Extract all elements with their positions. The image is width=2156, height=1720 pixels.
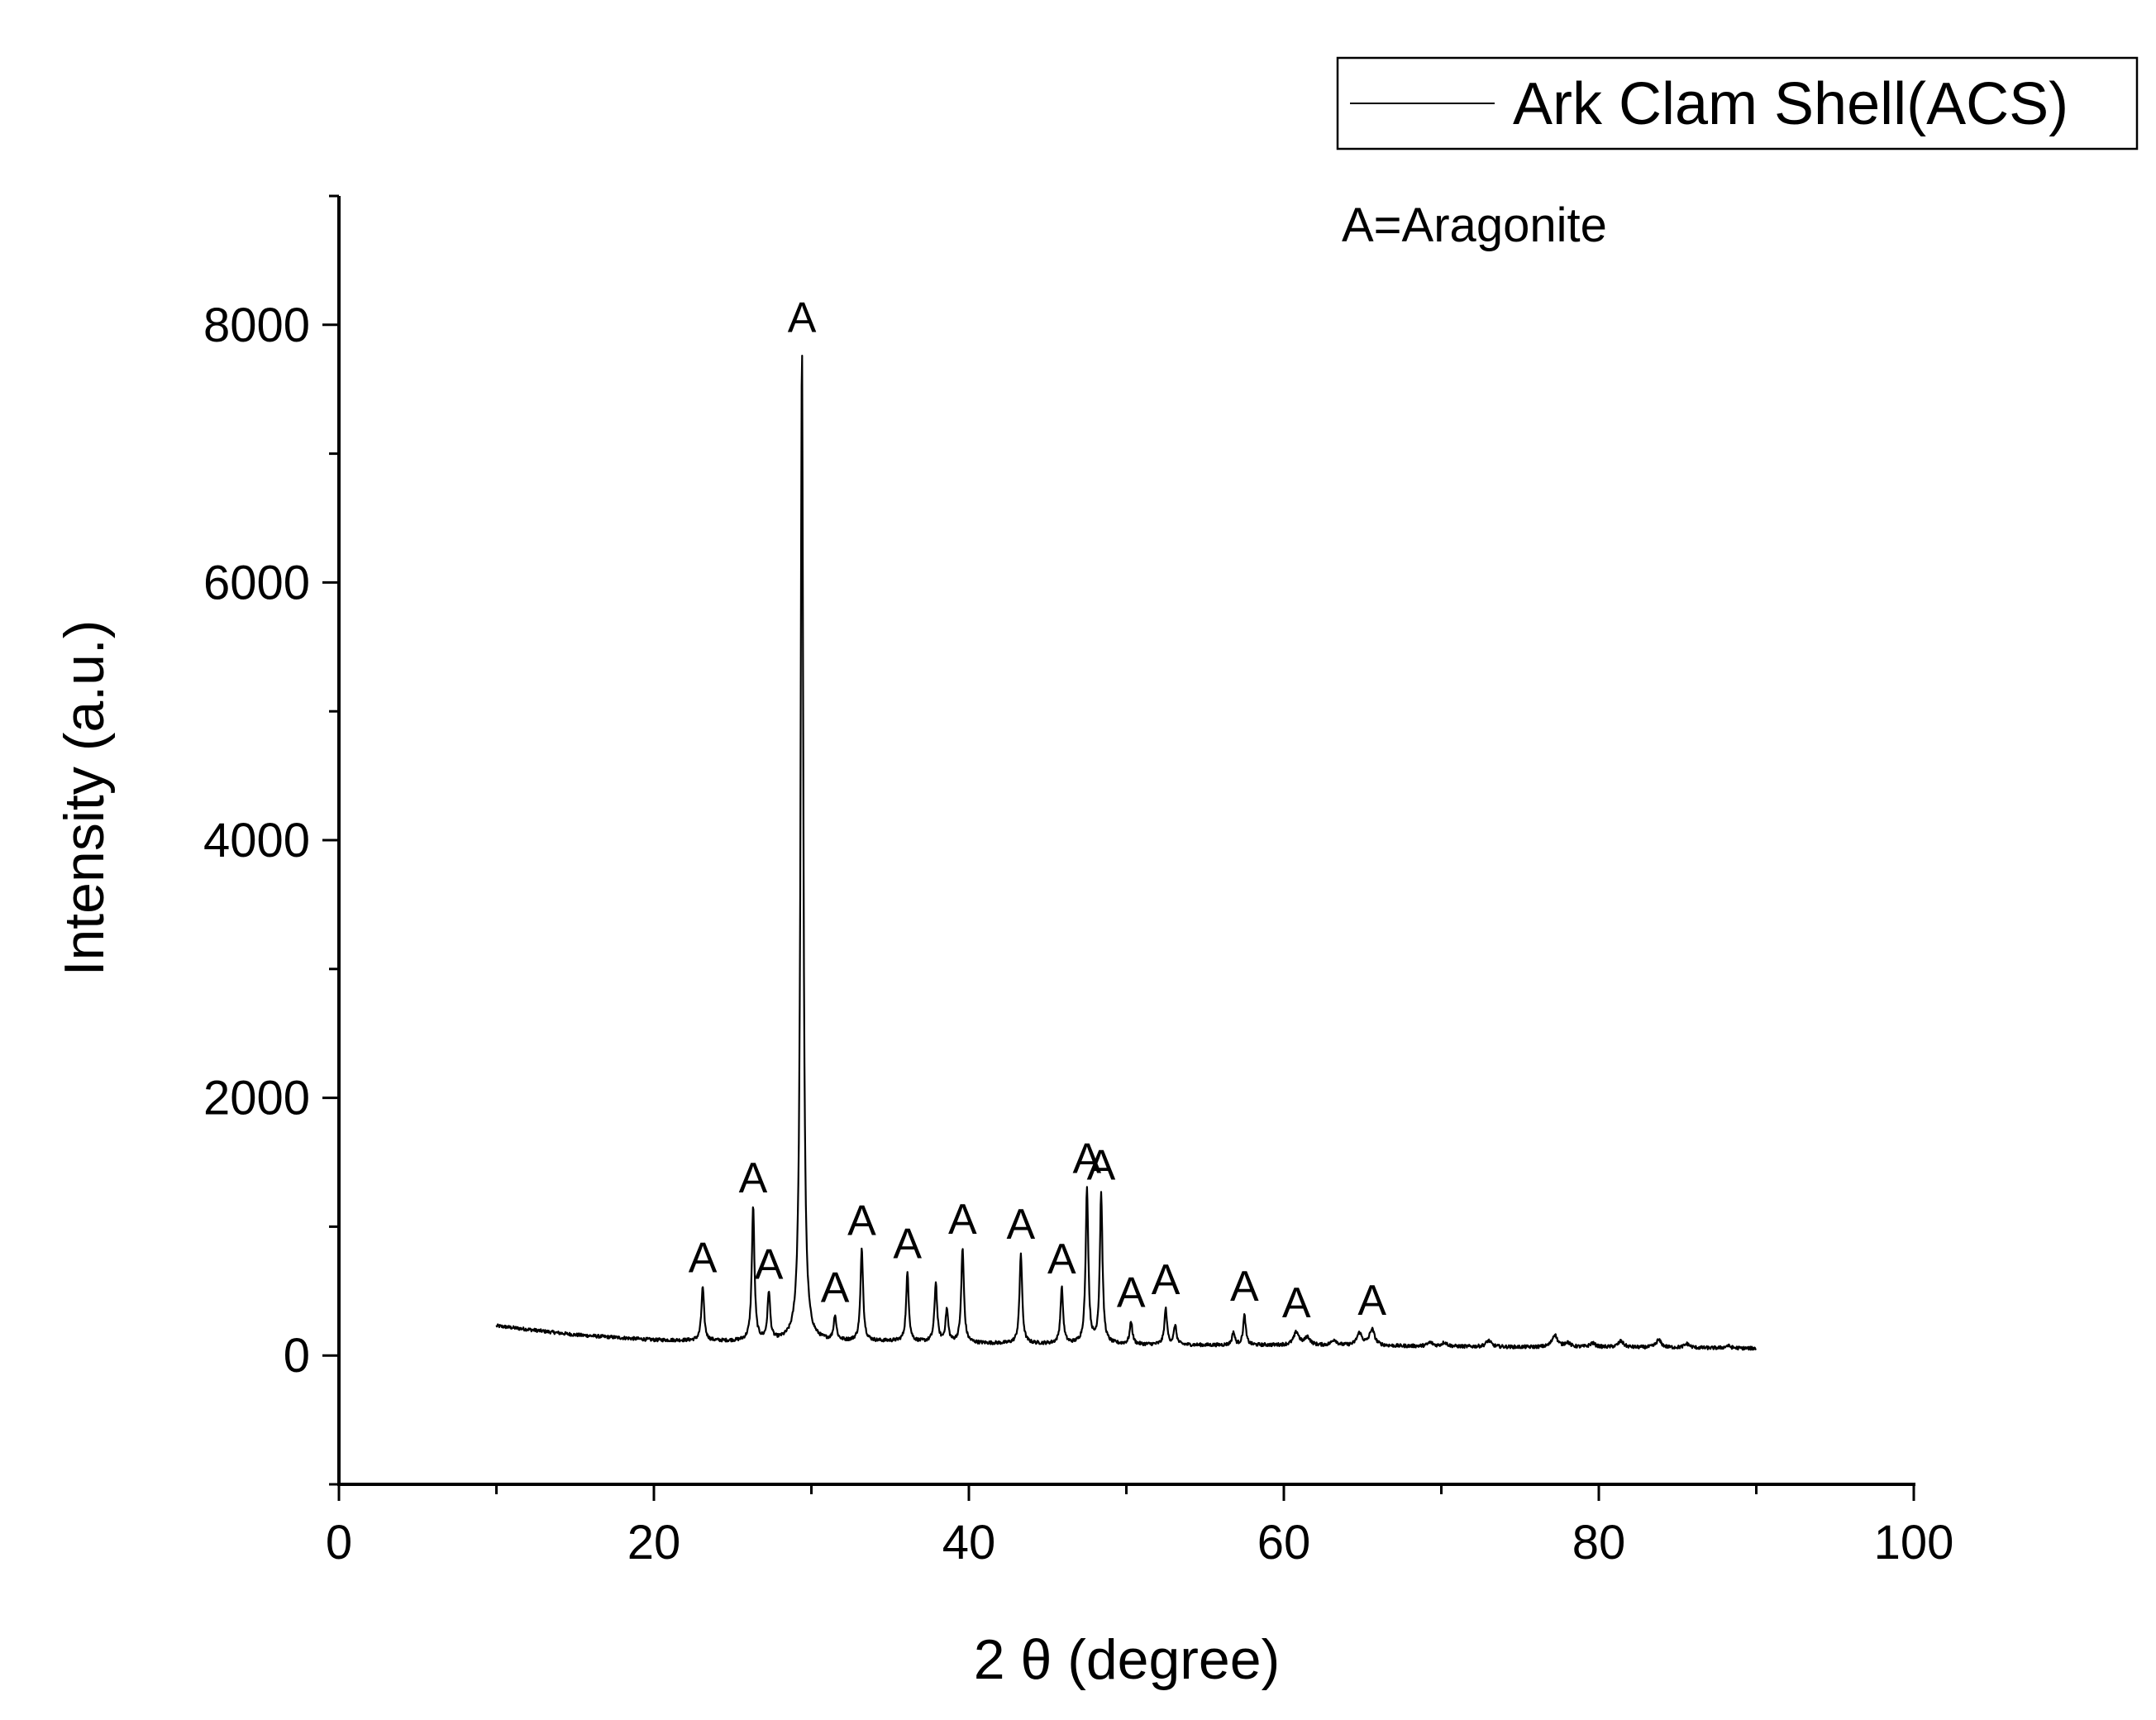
peak-label: A [1282, 1279, 1311, 1327]
y-axis-title: Intensity (a.u.) [53, 620, 116, 977]
y-tick-label: 8000 [203, 299, 310, 352]
peak-label: A [821, 1264, 850, 1312]
y-tick-label: 2000 [203, 1072, 310, 1125]
peak-label: A [1230, 1263, 1259, 1311]
peak-label: A [788, 294, 817, 342]
series-line-acs [495, 355, 1757, 1351]
peak-label: A [739, 1154, 768, 1202]
y-tick-label: 0 [284, 1329, 310, 1383]
peak-label: A [1357, 1277, 1386, 1325]
x-tick-label: 100 [1874, 1516, 1954, 1570]
peak-label: A [1047, 1235, 1076, 1283]
ticks: 0 20 40 60 80 100 0 2000 4000 6000 8000 [203, 194, 1954, 1570]
y-tick-label: 6000 [203, 556, 310, 609]
peak-label: A [847, 1197, 876, 1245]
peak-label: A [1117, 1269, 1146, 1317]
legend-label: Ark Clam Shell(ACS) [1513, 71, 2068, 137]
peak-label: A [755, 1240, 784, 1288]
peak-label: A [1152, 1256, 1181, 1304]
x-tick-label: 40 [942, 1516, 996, 1570]
peak-label: A [689, 1235, 718, 1283]
plot-area [495, 355, 1757, 1351]
peak-label: A [1073, 1135, 1102, 1183]
y-tick-label: 4000 [203, 814, 310, 867]
peak-label: A [893, 1220, 922, 1268]
phase-annotation: A=Aragonite [1342, 198, 1607, 252]
peak-label: A [948, 1196, 977, 1244]
peak-label: A [1087, 1141, 1116, 1189]
x-tick-label: 60 [1257, 1516, 1311, 1570]
peak-label: A [1007, 1201, 1036, 1249]
x-tick-label: 80 [1572, 1516, 1626, 1570]
x-tick-label: 20 [627, 1516, 681, 1570]
x-tick-label: 0 [326, 1516, 352, 1570]
x-axis-title: 2 θ (degree) [974, 1628, 1280, 1691]
legend: Ark Clam Shell(ACS) [1336, 56, 2139, 150]
